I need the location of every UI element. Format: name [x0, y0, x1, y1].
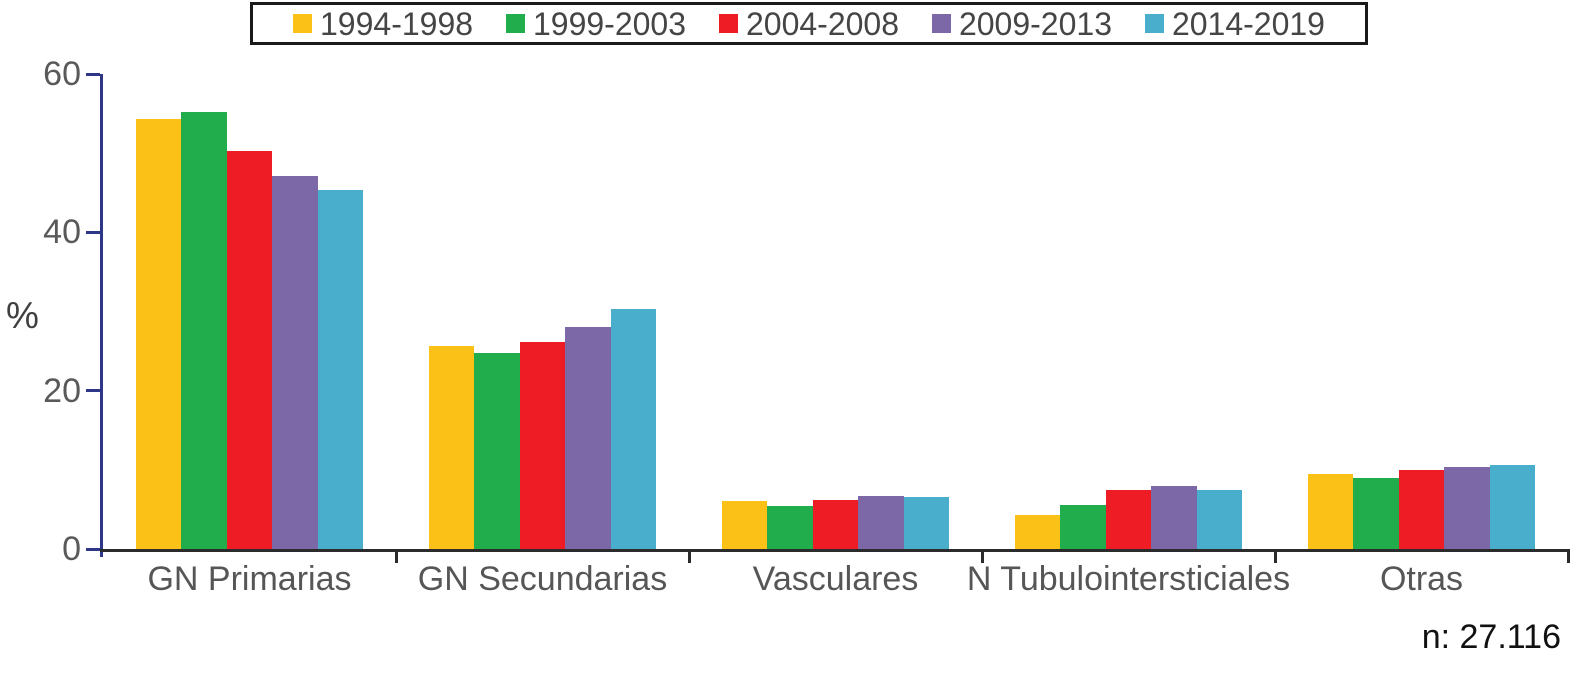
bar-1999-2003-gn-secundarias — [474, 352, 520, 549]
legend-item-1999-2003: 1999-2003 — [505, 5, 687, 42]
bar-2009-2013-otras — [1444, 467, 1490, 549]
y-axis-line — [100, 74, 103, 557]
legend-item-2009-2013: 2009-2013 — [931, 5, 1112, 42]
bar-1994-1998-gn-primarias — [135, 119, 182, 549]
x-axis-tick — [394, 549, 398, 563]
legend-swatch-icon — [718, 14, 738, 33]
x-axis-tick — [687, 549, 691, 563]
x-axis-tick — [980, 549, 984, 563]
legend-label: 2014-2019 — [1171, 5, 1325, 42]
y-axis-tick — [86, 389, 100, 393]
bar-1999-2003-gn-primarias — [181, 112, 227, 549]
x-category-label: N Tubulointersticiales — [966, 560, 1291, 598]
legend-label: 2004-2008 — [745, 5, 899, 42]
x-category-label: GN Secundarias — [417, 560, 668, 598]
y-axis-tick — [86, 72, 100, 76]
legend-swatch-icon — [931, 14, 951, 33]
bar-2014-2019-gn-primarias — [317, 189, 364, 549]
x-category-label: GN Primarias — [147, 560, 352, 598]
y-tick-label: 20 — [43, 371, 81, 410]
bar-1994-1998-otras — [1307, 473, 1354, 549]
legend-item-2014-2019: 2014-2019 — [1144, 5, 1325, 42]
bar-1994-1998-vasculares — [721, 500, 768, 549]
bar-1994-1998-n-tubulointersticiales — [1014, 514, 1061, 549]
bar-2004-2008-gn-primarias — [226, 150, 273, 549]
legend-swatch-icon — [505, 14, 525, 33]
bar-2009-2013-vasculares — [858, 495, 904, 549]
bar-2004-2008-gn-secundarias — [519, 341, 566, 549]
bar-2014-2019-gn-secundarias — [610, 309, 657, 549]
x-axis-tick — [1273, 549, 1277, 563]
legend-label: 1994-1998 — [320, 5, 474, 42]
y-tick-label: 0 — [62, 530, 81, 568]
legend-label: 1999-2003 — [532, 5, 687, 42]
bar-2004-2008-otras — [1398, 469, 1445, 549]
y-axis-tick — [86, 547, 100, 551]
bar-2004-2008-n-tubulointersticiales — [1105, 490, 1152, 549]
bar-2014-2019-otras — [1489, 465, 1536, 549]
legend: 1994-1998 1999-2003 2004-2008 2009-2013 2014… — [250, 2, 1368, 45]
y-tick-label: 40 — [43, 213, 81, 252]
y-axis-title: % — [6, 295, 39, 336]
bar-1999-2003-vasculares — [767, 506, 813, 549]
legend-item-1994-1998: 1994-1998 — [293, 8, 473, 40]
bar-2014-2019-vasculares — [903, 496, 950, 549]
legend-swatch-icon — [1144, 14, 1164, 33]
legend-label: 2009-2013 — [958, 5, 1112, 42]
x-axis-line — [100, 549, 1568, 552]
x-category-label: Vasculares — [752, 560, 919, 598]
bar-1994-1998-gn-secundarias — [428, 345, 475, 549]
x-category-label: Otras — [1379, 560, 1464, 598]
bar-2009-2013-n-tubulointersticiales — [1151, 485, 1197, 549]
bar-2009-2013-gn-primarias — [272, 176, 318, 549]
x-axis-tick — [1566, 549, 1570, 563]
bar-1999-2003-n-tubulointersticiales — [1060, 504, 1106, 549]
y-axis-tick — [86, 230, 100, 234]
bar-2004-2008-vasculares — [812, 499, 859, 549]
bar-2009-2013-gn-secundarias — [565, 326, 611, 549]
bar-2014-2019-n-tubulointersticiales — [1196, 489, 1243, 549]
bar-1999-2003-otras — [1353, 477, 1399, 549]
sample-size-annotation: n: 27.116 — [1421, 618, 1561, 656]
legend-swatch-icon — [293, 14, 312, 33]
legend-item-2004-2008: 2004-2008 — [718, 5, 899, 42]
y-tick-label: 60 — [43, 55, 81, 93]
